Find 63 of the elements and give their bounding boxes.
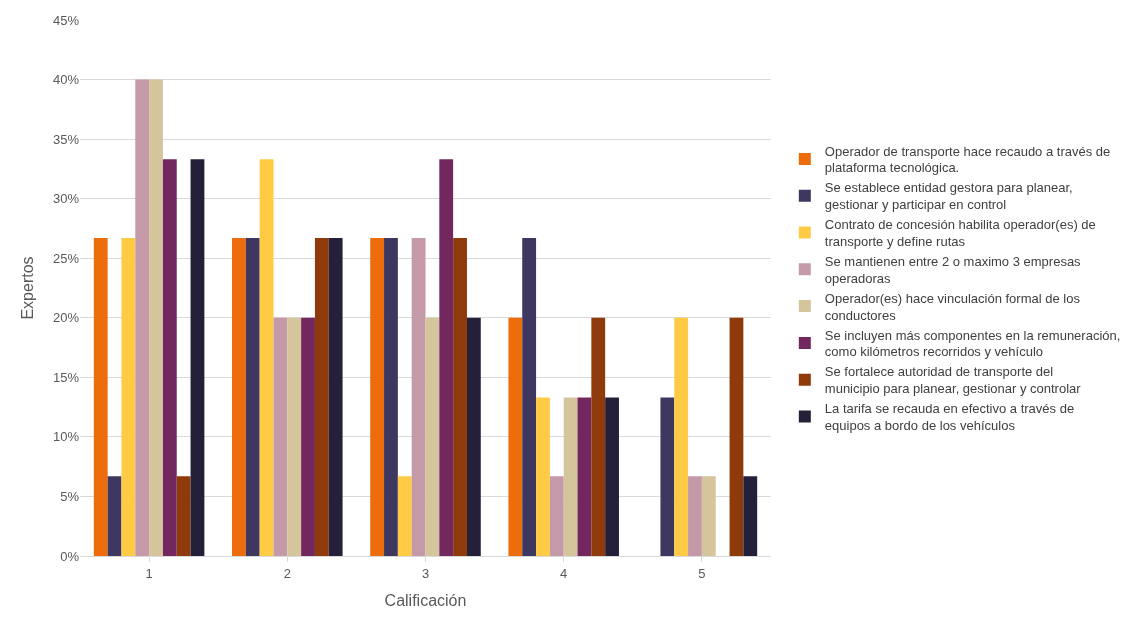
y-tick-label: 0% [60,548,80,564]
x-tick-label: 1 [145,565,153,581]
bar [259,159,274,556]
bar [314,237,329,556]
y-tick-label: 25% [52,250,80,266]
bar [729,317,744,556]
y-tick-label: 35% [52,131,80,147]
y-tick-label: 20% [52,310,80,326]
legend-label: Se fortalece autoridad de transporte del municipio para planear, gestionar y controlar [824,364,1082,397]
bar [453,237,467,556]
x-axis-title: Calificación [384,592,467,610]
bar [605,397,619,556]
x-tick-label: 4 [560,565,568,581]
legend-label: Operador de transporte hace recaudo a través de plataforma tecnológica. [824,143,1111,176]
bar [563,397,578,556]
y-tick-label: 5% [60,488,80,504]
bar [411,237,426,556]
bar [508,317,523,556]
bar [701,476,716,556]
bar [536,397,550,556]
bar [439,159,454,556]
legend-label: Se mantienen entre 2 o maximo 3 empresas operadoras [824,253,1082,286]
y-tick-label: 10% [52,429,80,445]
bar [743,476,758,556]
bar [176,476,191,556]
bar [674,317,689,556]
y-tick-label: 15% [52,369,80,385]
bar [549,476,564,556]
y-tick-label: 45% [52,12,80,28]
legend-label: Se establece entidad gestora para planear, gestionar y participar en control [824,180,1073,213]
bar [301,317,315,556]
bar [287,317,302,556]
x-tick-label: 2 [283,565,291,581]
x-tick-label: 3 [421,565,430,581]
x-tick-label: 5 [698,565,706,581]
bar [149,79,163,556]
bar [466,317,481,556]
y-axis-title: Expertos [18,256,36,320]
bar [328,237,343,556]
y-tick-label: 30% [52,191,80,207]
bar [190,159,205,556]
bar [577,397,592,556]
bar [273,317,288,556]
bar [384,237,398,556]
bar [660,397,675,556]
bar [397,476,412,556]
bar [370,237,385,556]
bar [135,79,150,556]
bar [688,476,702,556]
bar [121,237,136,556]
legend-label: Operador(es) hace vinculación formal de los conductores [824,290,1081,323]
bar [245,237,260,556]
bar [232,237,246,556]
bar [93,237,108,556]
bar [425,317,440,556]
legend-label: La tarifa se recauda en efectivo a través de equipos a bordo de los vehículos [824,401,1075,434]
bar [591,317,606,556]
y-tick-label: 40% [52,72,80,88]
bar [522,237,537,556]
bar [162,159,177,556]
bar [107,476,122,556]
legend-label: Contrato de concesión habilita operador(es) de transporte y define rutas [824,217,1096,250]
legend-label: Se incluyen más componentes en la remuneración, como kilómetros recorridos y vehículo [824,327,1121,360]
